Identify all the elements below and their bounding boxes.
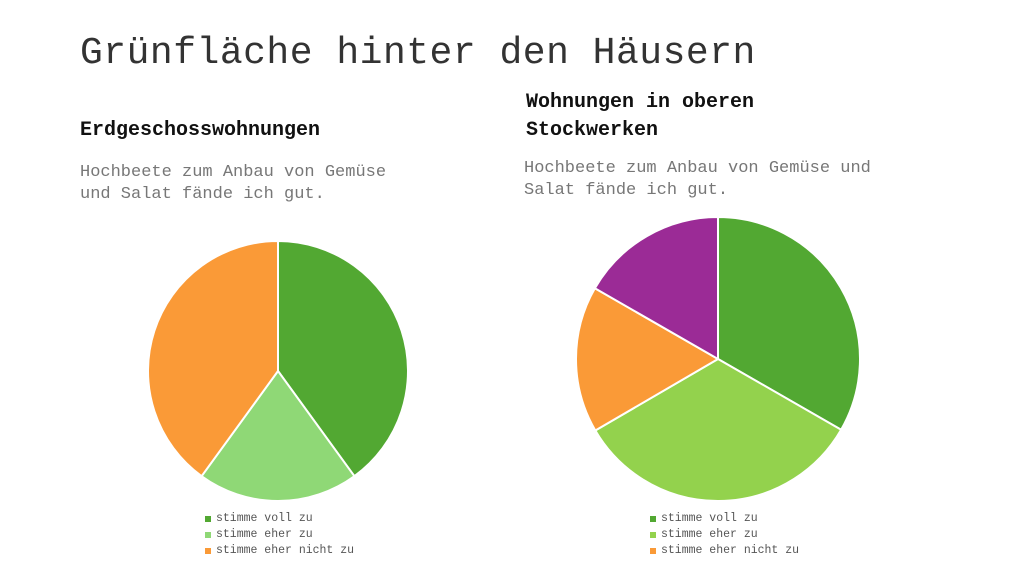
pie-slice-stimme-eher-zu [594,358,843,502]
legend-swatch [650,548,656,554]
legend-swatch [650,516,656,522]
legend-swatch [205,532,211,538]
legend-item: stimme eher nicht zu [650,543,799,559]
legend-item: stimme eher zu [650,527,799,543]
chart-title-upper-floors: Wohnungen in oberen Stockwerken [526,91,755,142]
legend-upper-floors: stimme voll zu stimme eher zu stimme eher … [650,511,799,559]
legend-label: stimme voll zu [216,512,313,525]
legend-label: stimme eher nicht zu [661,544,800,557]
legend-label: stimme eher nicht zu [216,544,355,557]
legend-item: stimme voll zu [650,511,799,527]
pie-slice-stimme-voll-zu [717,216,861,431]
pie-slice-stimme-eher-zu [200,370,356,502]
legend-label: stimme eher zu [661,528,758,541]
pie-chart-upper-floors [575,216,861,502]
pie-chart-ground-floor [147,240,409,502]
legend-label: stimme voll zu [661,512,758,525]
pie-slice-slice-4 [593,216,719,360]
legend-ground-floor: stimme voll zu stimme eher zu stimme eher … [205,511,354,559]
pie-slice-stimme-voll-zu [277,240,409,478]
chart-subtitle-ground-floor: Hochbeete zum Anbau von Gemüse und Salat… [80,163,387,204]
chart-title-ground-floor: Erdgeschosswohnungen [80,119,321,142]
legend-swatch [205,516,211,522]
legend-item: stimme eher nicht zu [205,543,354,559]
pie-slice-stimme-eher-nicht-zu [147,240,279,478]
legend-item: stimme voll zu [205,511,354,527]
chart-subtitle-upper-floors: Hochbeete zum Anbau von Gemüse und Salat… [524,159,871,200]
legend-item: stimme eher zu [205,527,354,543]
legend-swatch [205,548,211,554]
slide-title: Grünfläche hinter den Häusern [80,32,756,75]
legend-label: stimme eher zu [216,528,313,541]
pie-slice-stimme-eher-nicht-zu [575,287,719,432]
legend-swatch [650,532,656,538]
